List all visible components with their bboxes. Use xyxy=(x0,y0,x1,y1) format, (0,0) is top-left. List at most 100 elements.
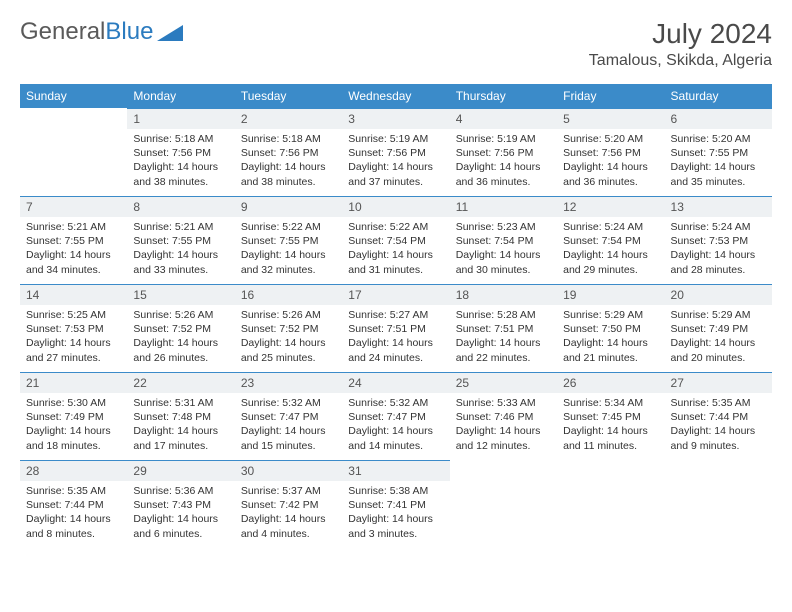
calendar-cell: 10Sunrise: 5:22 AMSunset: 7:54 PMDayligh… xyxy=(342,196,449,284)
calendar-cell: 16Sunrise: 5:26 AMSunset: 7:52 PMDayligh… xyxy=(235,284,342,372)
day-details: Sunrise: 5:22 AMSunset: 7:54 PMDaylight:… xyxy=(342,217,449,283)
calendar-cell: 31Sunrise: 5:38 AMSunset: 7:41 PMDayligh… xyxy=(342,460,449,548)
calendar-cell: 23Sunrise: 5:32 AMSunset: 7:47 PMDayligh… xyxy=(235,372,342,460)
logo-text-1: General xyxy=(20,18,105,46)
day-number: 28 xyxy=(20,460,127,481)
calendar-cell: 12Sunrise: 5:24 AMSunset: 7:54 PMDayligh… xyxy=(557,196,664,284)
day-details: Sunrise: 5:32 AMSunset: 7:47 PMDaylight:… xyxy=(342,393,449,459)
day-number: 3 xyxy=(342,108,449,129)
calendar-row: 21Sunrise: 5:30 AMSunset: 7:49 PMDayligh… xyxy=(20,372,772,460)
day-details: Sunrise: 5:20 AMSunset: 7:56 PMDaylight:… xyxy=(557,129,664,195)
calendar-cell: 30Sunrise: 5:37 AMSunset: 7:42 PMDayligh… xyxy=(235,460,342,548)
day-number: 24 xyxy=(342,372,449,393)
day-details: Sunrise: 5:23 AMSunset: 7:54 PMDaylight:… xyxy=(450,217,557,283)
calendar-cell: 21Sunrise: 5:30 AMSunset: 7:49 PMDayligh… xyxy=(20,372,127,460)
day-number: 18 xyxy=(450,284,557,305)
weekday-row: SundayMondayTuesdayWednesdayThursdayFrid… xyxy=(20,84,772,108)
day-details: Sunrise: 5:36 AMSunset: 7:43 PMDaylight:… xyxy=(127,481,234,547)
day-details: Sunrise: 5:34 AMSunset: 7:45 PMDaylight:… xyxy=(557,393,664,459)
day-details: Sunrise: 5:31 AMSunset: 7:48 PMDaylight:… xyxy=(127,393,234,459)
calendar-cell: . xyxy=(557,460,664,548)
day-number: 19 xyxy=(557,284,664,305)
day-number: 30 xyxy=(235,460,342,481)
calendar-body: . 1Sunrise: 5:18 AMSunset: 7:56 PMDayligh… xyxy=(20,108,772,548)
calendar-cell: 15Sunrise: 5:26 AMSunset: 7:52 PMDayligh… xyxy=(127,284,234,372)
day-details: Sunrise: 5:20 AMSunset: 7:55 PMDaylight:… xyxy=(665,129,772,195)
calendar-cell: 19Sunrise: 5:29 AMSunset: 7:50 PMDayligh… xyxy=(557,284,664,372)
day-details: Sunrise: 5:38 AMSunset: 7:41 PMDaylight:… xyxy=(342,481,449,547)
calendar-cell: 14Sunrise: 5:25 AMSunset: 7:53 PMDayligh… xyxy=(20,284,127,372)
day-number: 8 xyxy=(127,196,234,217)
day-number: 14 xyxy=(20,284,127,305)
weekday-header: Monday xyxy=(127,84,234,108)
calendar-row: 7Sunrise: 5:21 AMSunset: 7:55 PMDaylight… xyxy=(20,196,772,284)
calendar-cell: 6Sunrise: 5:20 AMSunset: 7:55 PMDaylight… xyxy=(665,108,772,196)
day-details: Sunrise: 5:33 AMSunset: 7:46 PMDaylight:… xyxy=(450,393,557,459)
day-details: Sunrise: 5:18 AMSunset: 7:56 PMDaylight:… xyxy=(235,129,342,195)
calendar-row: 28Sunrise: 5:35 AMSunset: 7:44 PMDayligh… xyxy=(20,460,772,548)
calendar-cell: . xyxy=(665,460,772,548)
day-number: 21 xyxy=(20,372,127,393)
calendar-cell: 25Sunrise: 5:33 AMSunset: 7:46 PMDayligh… xyxy=(450,372,557,460)
logo: GeneralBlue xyxy=(20,18,183,46)
calendar-cell: 7Sunrise: 5:21 AMSunset: 7:55 PMDaylight… xyxy=(20,196,127,284)
calendar-cell: 29Sunrise: 5:36 AMSunset: 7:43 PMDayligh… xyxy=(127,460,234,548)
day-number: 12 xyxy=(557,196,664,217)
day-details: Sunrise: 5:24 AMSunset: 7:54 PMDaylight:… xyxy=(557,217,664,283)
weekday-header: Tuesday xyxy=(235,84,342,108)
day-details: Sunrise: 5:35 AMSunset: 7:44 PMDaylight:… xyxy=(665,393,772,459)
title-block: July 2024 Tamalous, Skikda, Algeria xyxy=(589,18,772,70)
calendar-cell: 3Sunrise: 5:19 AMSunset: 7:56 PMDaylight… xyxy=(342,108,449,196)
calendar-cell: . xyxy=(450,460,557,548)
calendar-cell: 27Sunrise: 5:35 AMSunset: 7:44 PMDayligh… xyxy=(665,372,772,460)
day-number: 7 xyxy=(20,196,127,217)
day-number: 27 xyxy=(665,372,772,393)
day-details: Sunrise: 5:26 AMSunset: 7:52 PMDaylight:… xyxy=(235,305,342,371)
day-number: 6 xyxy=(665,108,772,129)
day-details: Sunrise: 5:21 AMSunset: 7:55 PMDaylight:… xyxy=(127,217,234,283)
day-details: Sunrise: 5:21 AMSunset: 7:55 PMDaylight:… xyxy=(20,217,127,283)
day-number: 4 xyxy=(450,108,557,129)
day-details: Sunrise: 5:29 AMSunset: 7:49 PMDaylight:… xyxy=(665,305,772,371)
calendar-head: SundayMondayTuesdayWednesdayThursdayFrid… xyxy=(20,84,772,108)
day-number: 11 xyxy=(450,196,557,217)
calendar-cell: 11Sunrise: 5:23 AMSunset: 7:54 PMDayligh… xyxy=(450,196,557,284)
day-number: 26 xyxy=(557,372,664,393)
weekday-header: Thursday xyxy=(450,84,557,108)
weekday-header: Wednesday xyxy=(342,84,449,108)
day-details: Sunrise: 5:26 AMSunset: 7:52 PMDaylight:… xyxy=(127,305,234,371)
calendar-cell: 24Sunrise: 5:32 AMSunset: 7:47 PMDayligh… xyxy=(342,372,449,460)
calendar-cell: 18Sunrise: 5:28 AMSunset: 7:51 PMDayligh… xyxy=(450,284,557,372)
location: Tamalous, Skikda, Algeria xyxy=(589,52,772,70)
day-number: 5 xyxy=(557,108,664,129)
calendar-cell: 17Sunrise: 5:27 AMSunset: 7:51 PMDayligh… xyxy=(342,284,449,372)
day-details: Sunrise: 5:24 AMSunset: 7:53 PMDaylight:… xyxy=(665,217,772,283)
day-number: 15 xyxy=(127,284,234,305)
day-details: Sunrise: 5:35 AMSunset: 7:44 PMDaylight:… xyxy=(20,481,127,547)
logo-text-2: Blue xyxy=(105,18,153,46)
day-details: Sunrise: 5:37 AMSunset: 7:42 PMDaylight:… xyxy=(235,481,342,547)
day-number: 20 xyxy=(665,284,772,305)
calendar-cell: 9Sunrise: 5:22 AMSunset: 7:55 PMDaylight… xyxy=(235,196,342,284)
calendar-cell: 13Sunrise: 5:24 AMSunset: 7:53 PMDayligh… xyxy=(665,196,772,284)
day-details: Sunrise: 5:28 AMSunset: 7:51 PMDaylight:… xyxy=(450,305,557,371)
day-number: 1 xyxy=(127,108,234,129)
calendar-page: GeneralBlue July 2024 Tamalous, Skikda, … xyxy=(0,0,792,558)
calendar-cell: 5Sunrise: 5:20 AMSunset: 7:56 PMDaylight… xyxy=(557,108,664,196)
calendar-cell: 1Sunrise: 5:18 AMSunset: 7:56 PMDaylight… xyxy=(127,108,234,196)
day-number: 25 xyxy=(450,372,557,393)
calendar-cell: 8Sunrise: 5:21 AMSunset: 7:55 PMDaylight… xyxy=(127,196,234,284)
day-details: Sunrise: 5:18 AMSunset: 7:56 PMDaylight:… xyxy=(127,129,234,195)
day-number: 2 xyxy=(235,108,342,129)
day-details: Sunrise: 5:29 AMSunset: 7:50 PMDaylight:… xyxy=(557,305,664,371)
day-number: 23 xyxy=(235,372,342,393)
calendar-cell: 4Sunrise: 5:19 AMSunset: 7:56 PMDaylight… xyxy=(450,108,557,196)
day-number: 9 xyxy=(235,196,342,217)
month-title: July 2024 xyxy=(589,18,772,50)
day-number: 17 xyxy=(342,284,449,305)
day-number: 16 xyxy=(235,284,342,305)
day-details: Sunrise: 5:19 AMSunset: 7:56 PMDaylight:… xyxy=(342,129,449,195)
day-details: Sunrise: 5:25 AMSunset: 7:53 PMDaylight:… xyxy=(20,305,127,371)
day-number: 22 xyxy=(127,372,234,393)
day-number: 13 xyxy=(665,196,772,217)
